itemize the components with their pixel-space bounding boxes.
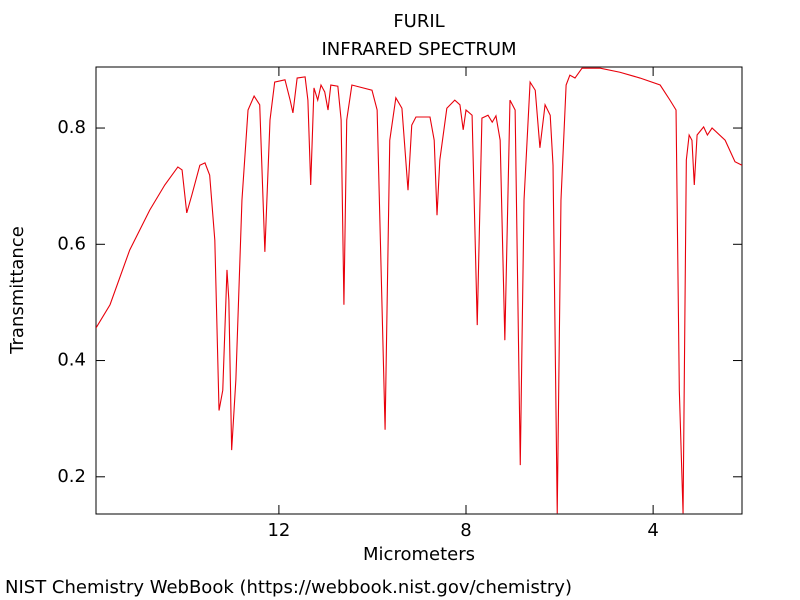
y-tick-label: 0.6 [57,233,86,254]
y-tick-label: 0.4 [57,350,86,371]
spectrum-line [96,67,742,514]
source-note: NIST Chemistry WebBook (https://webbook.… [5,577,572,598]
x-axis-label: Micrometers [363,544,475,565]
y-tick-label: 0.8 [57,117,86,138]
y-tick-label: 0.2 [57,466,86,487]
x-tick-label: 8 [460,520,471,541]
y-axis-label: Transmittance [7,226,28,355]
x-tick-label: 12 [267,520,290,541]
plot-frame [95,66,743,515]
chart-title: FURIL [393,11,444,32]
x-tick-label: 4 [647,520,658,541]
chart-subtitle: INFRARED SPECTRUM [321,39,516,60]
